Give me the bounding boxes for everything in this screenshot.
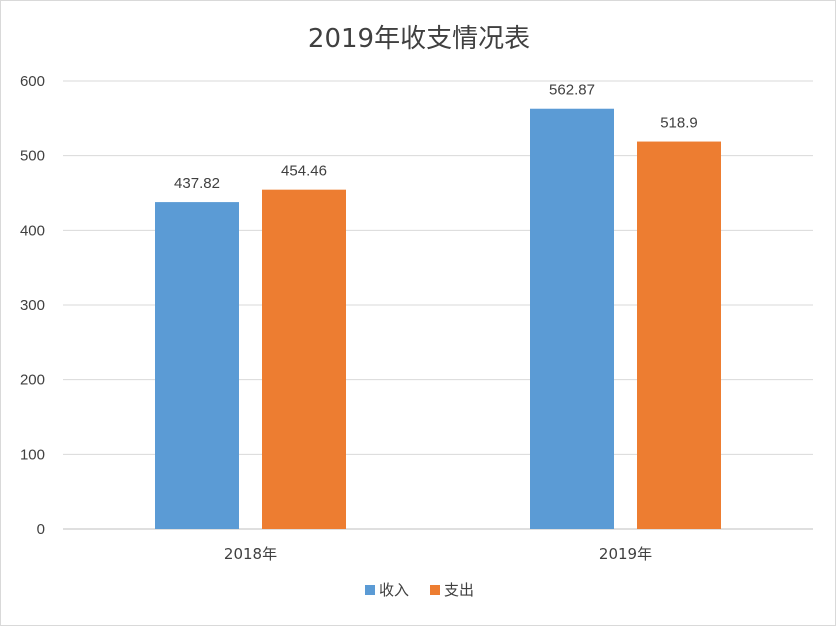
legend-swatch (365, 585, 375, 595)
legend: 收入 支出 (365, 581, 474, 599)
legend-label: 收入 (379, 581, 409, 599)
data-label: 518.9 (660, 115, 698, 132)
y-tick-label: 400 (20, 222, 45, 239)
y-tick-label: 600 (20, 73, 45, 90)
data-label: 437.82 (174, 175, 220, 192)
legend-label: 支出 (444, 581, 474, 599)
data-labels: 437.82 454.46 562.87 518.9 (174, 82, 698, 192)
y-tick-label: 100 (20, 446, 45, 463)
y-tick-label: 0 (37, 521, 45, 538)
bar-income (530, 108, 614, 530)
data-label: 454.46 (281, 163, 327, 180)
y-axis-ticks: 0 100 200 300 400 500 600 (20, 73, 45, 538)
x-category-label: 2018年 (224, 545, 277, 563)
bar-expense (262, 189, 346, 529)
bar-expense (637, 141, 721, 529)
bars (155, 108, 721, 530)
x-category-label: 2019年 (599, 545, 652, 563)
y-tick-label: 200 (20, 372, 45, 389)
chart-title: 2019年收支情况表 (308, 24, 530, 54)
legend-swatch (430, 585, 440, 595)
bar-income (155, 202, 239, 529)
y-tick-label: 300 (20, 297, 45, 314)
data-label: 562.87 (549, 82, 595, 99)
x-axis-categories: 2018年 2019年 (224, 545, 652, 563)
y-tick-label: 500 (20, 148, 45, 165)
